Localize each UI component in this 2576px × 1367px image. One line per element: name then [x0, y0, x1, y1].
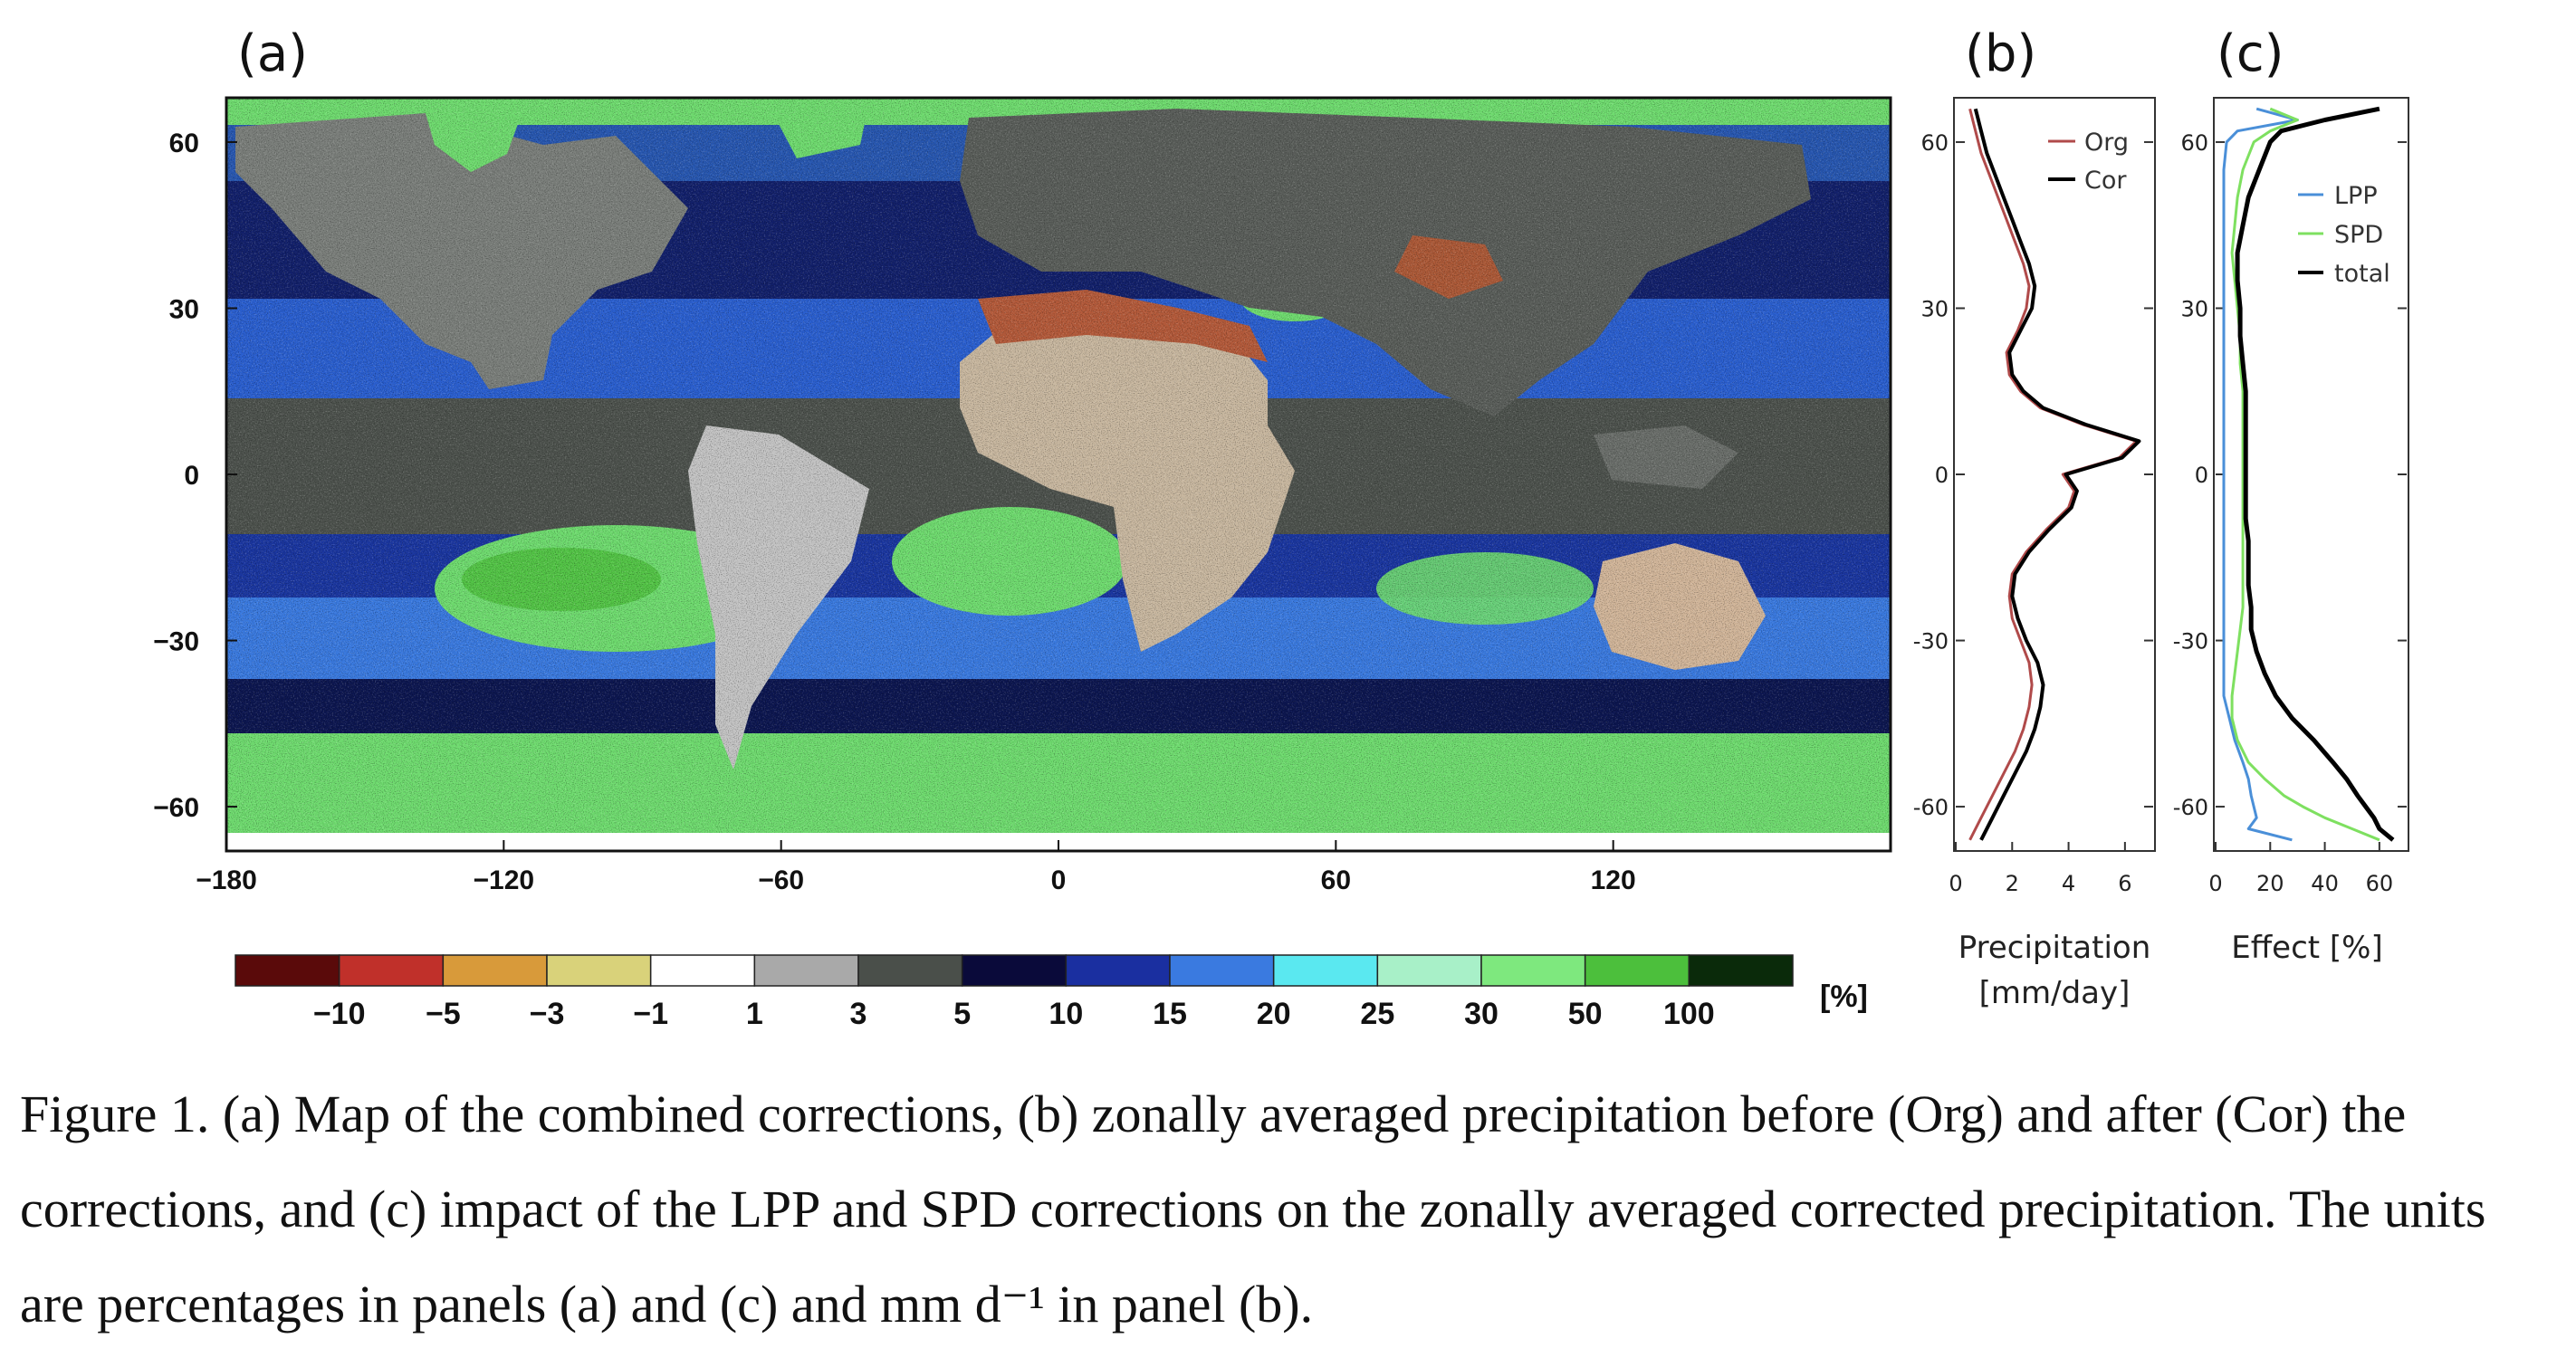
legend-org-label: Org	[2084, 129, 2129, 157]
map-x-tick-label: −180	[196, 865, 257, 895]
map-x-tick-label: −60	[758, 865, 804, 895]
legend-spd-label: SPD	[2334, 221, 2383, 249]
x-tick-label: 60	[2366, 871, 2394, 896]
panel-b-xlabel-line1: Precipitation	[1958, 930, 2151, 966]
colorbar-tick-label: −10	[313, 997, 366, 1031]
panel-a-map	[226, 98, 1891, 851]
colorbar-segment	[1169, 954, 1275, 987]
y-tick-label: -30	[2173, 629, 2208, 655]
colorbar-tick-label: 15	[1153, 997, 1187, 1031]
colorbar-segment	[753, 954, 859, 987]
colorbar-tick-label: −5	[426, 997, 461, 1031]
map-x-tick-label: 0	[1051, 865, 1067, 895]
legend-lpp-label: LPP	[2334, 182, 2378, 210]
colorbar-tick-label: 25	[1360, 997, 1394, 1031]
colorbar-segment	[649, 954, 756, 987]
legend-total-label: total	[2334, 260, 2390, 288]
map-x-tick-label: −120	[474, 865, 535, 895]
colorbar-segment	[1065, 954, 1171, 987]
y-tick-label: 30	[2180, 296, 2208, 321]
colorbar: −10 −5 −3 −1 1 3 5 10 15 20 25 30 50 100	[235, 954, 1794, 1031]
panel-b-xlabel-line2: [mm/day]	[1979, 975, 2131, 1011]
colorbar-segment	[235, 954, 340, 987]
series-line-total	[2235, 106, 2395, 842]
colorbar-unit: [%]	[1820, 980, 1868, 1014]
series-line-cor	[1973, 108, 2141, 841]
x-tick-label: 2	[2006, 871, 2019, 896]
y-tick-label: 60	[1920, 130, 1949, 156]
series-line-spd	[2230, 107, 2380, 842]
panel-b-label: (b)	[1965, 24, 2036, 83]
x-tick-label: 0	[2208, 871, 2222, 896]
panel-c-label: (c)	[2217, 24, 2284, 83]
y-tick-label: -60	[2173, 795, 2208, 820]
colorbar-tick-label: −3	[530, 997, 565, 1031]
colorbar-segment	[961, 954, 1068, 987]
colorbar-tick-label: 10	[1049, 997, 1083, 1031]
x-tick-label: 40	[2311, 871, 2339, 896]
x-tick-label: 4	[2062, 871, 2075, 896]
map-y-tick-label: −30	[153, 627, 199, 657]
map-speckle-light	[226, 98, 1891, 851]
figure-1: (a) (b) (c) −180	[153, 24, 2409, 1031]
map-y-tick-label: −60	[153, 793, 199, 823]
y-tick-label: -60	[1913, 795, 1949, 820]
panel-c-plot: 0 20 40 60 60 30 0 -30 -60	[2173, 106, 2407, 896]
colorbar-tick-label: 50	[1568, 997, 1603, 1031]
colorbar-tick-label: −1	[633, 997, 668, 1031]
colorbar-segment	[1272, 954, 1379, 987]
x-tick-label: 20	[2256, 871, 2284, 896]
map-y-tick-label: 0	[184, 461, 199, 491]
colorbar-segment	[546, 954, 652, 987]
colorbar-tick-label: 30	[1464, 997, 1499, 1031]
colorbar-tick-label: 100	[1663, 997, 1715, 1031]
legend-cor-label: Cor	[2084, 167, 2127, 195]
map-y-tick-label: 60	[169, 129, 199, 158]
y-tick-label: 60	[2180, 130, 2208, 156]
colorbar-segment	[1688, 954, 1794, 987]
colorbar-tick-label: 1	[746, 997, 763, 1031]
figure-caption: Figure 1. (a) Map of the combined correc…	[20, 1085, 2486, 1334]
panel-a-label: (a)	[237, 24, 308, 83]
map-y-tick-label: 30	[169, 294, 199, 324]
colorbar-segment	[1376, 954, 1482, 987]
colorbar-segment	[1480, 954, 1586, 987]
panel-b-legend: Org Cor	[2048, 129, 2129, 195]
y-tick-label: 0	[1935, 463, 1949, 488]
y-tick-label: 0	[2195, 463, 2208, 488]
x-tick-label: 0	[1949, 871, 1962, 896]
panel-c-legend: LPP SPD total	[2298, 182, 2390, 288]
colorbar-tick-label: 5	[953, 997, 971, 1031]
x-tick-label: 6	[2118, 871, 2131, 896]
map-x-tick-label: 120	[1591, 865, 1636, 895]
map-x-tick-label: 60	[1321, 865, 1351, 895]
y-tick-label: 30	[1920, 296, 1949, 321]
colorbar-segment	[1584, 954, 1690, 987]
panel-c-xlabel: Effect [%]	[2231, 930, 2383, 966]
colorbar-segment	[442, 954, 548, 987]
map-axes: −180 −120 −60 0 60 120 60 30 0 −30 −60	[153, 129, 1636, 895]
colorbar-segment	[857, 954, 963, 987]
series-line-lpp	[2222, 107, 2299, 842]
panel-b-plot: 0 2 4 6 60 30 0 -30 -60	[1913, 108, 2153, 896]
panel-b-frame	[1953, 97, 2156, 852]
colorbar-tick-label: 20	[1257, 997, 1291, 1031]
colorbar-segment	[338, 954, 445, 987]
colorbar-tick-label: 3	[850, 997, 867, 1031]
y-tick-label: -30	[1913, 629, 1949, 655]
